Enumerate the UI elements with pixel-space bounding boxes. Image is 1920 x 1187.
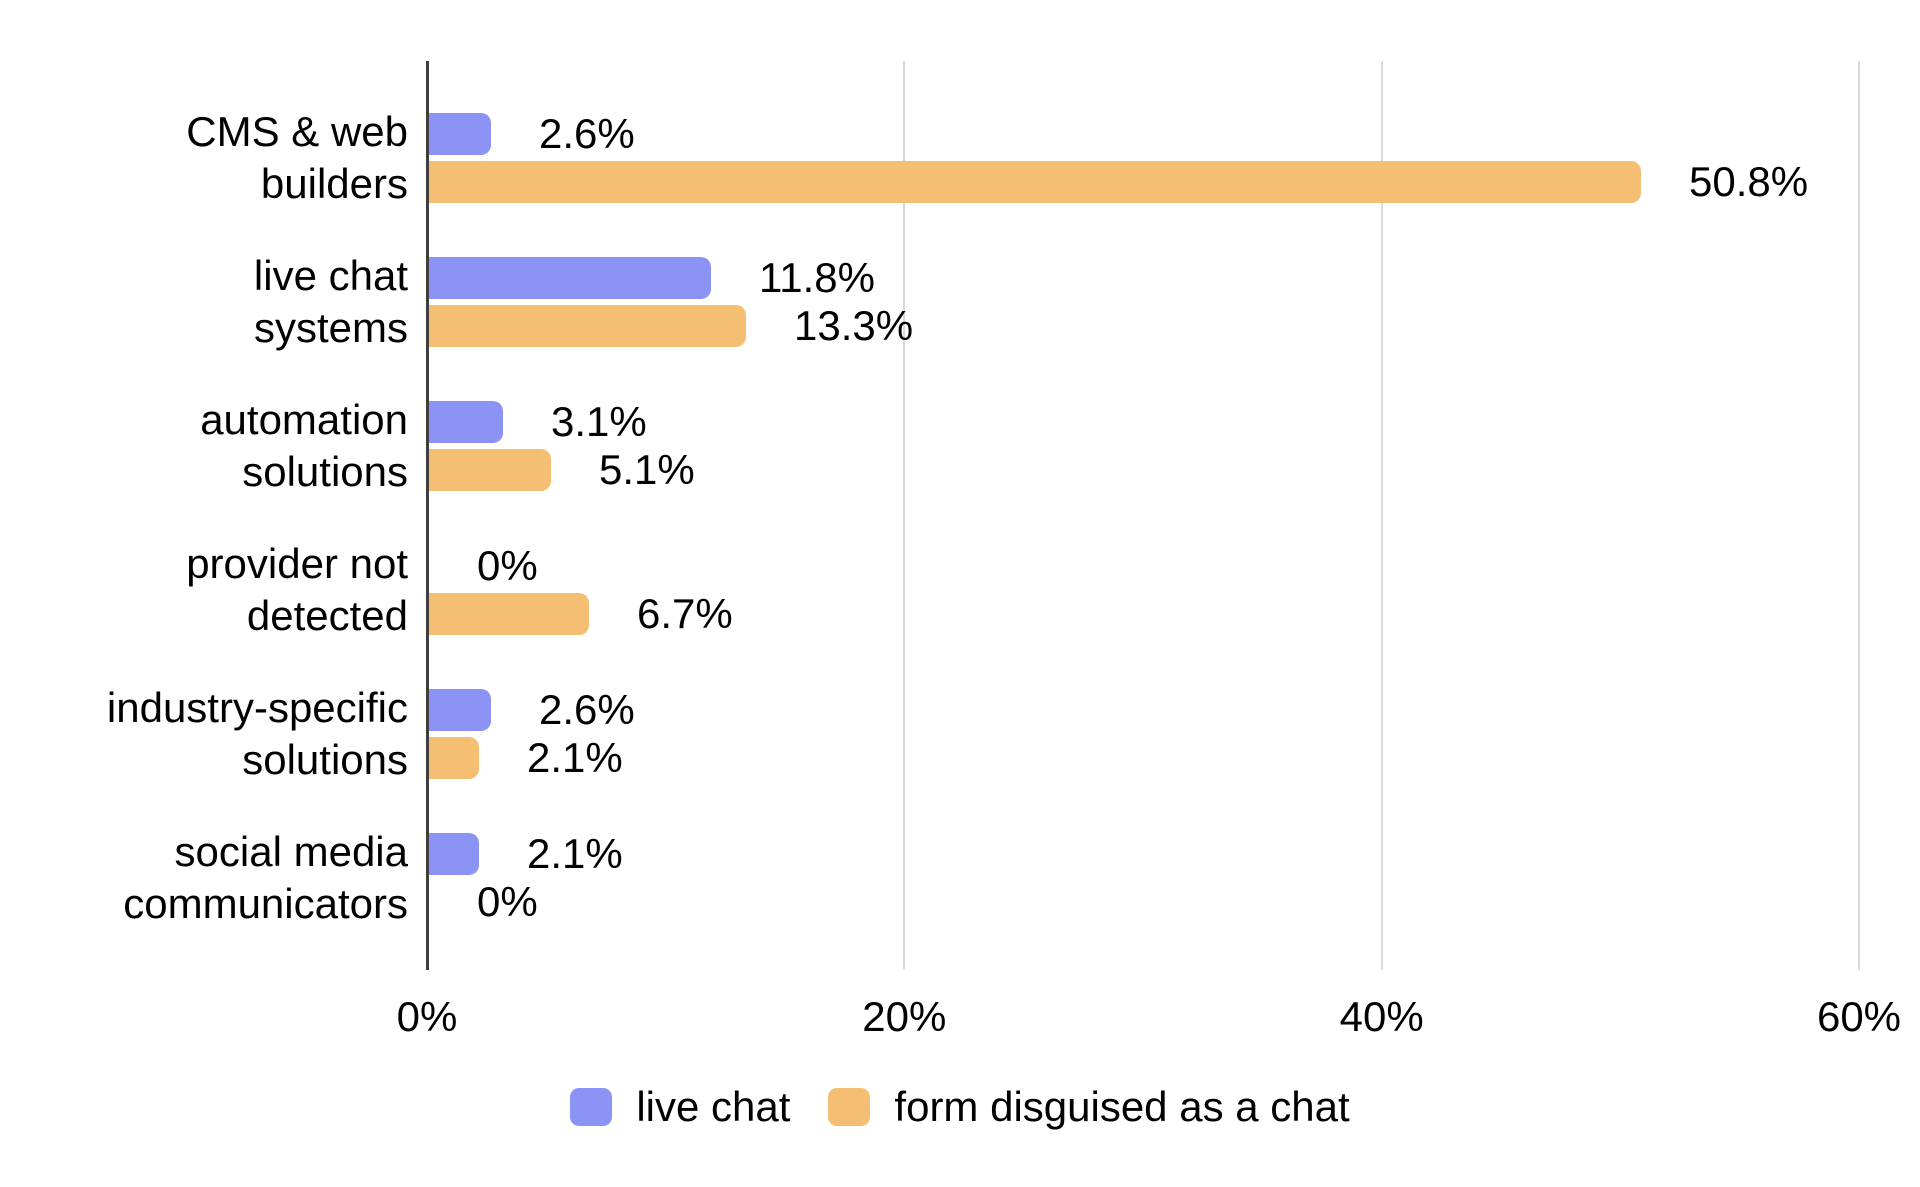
- category-label-line: provider not: [186, 540, 408, 587]
- value-label-live-chat-live-chat-systems: 11.8%: [759, 254, 875, 301]
- gridline-60: [1858, 61, 1860, 970]
- legend-swatch-live-chat: [570, 1088, 613, 1126]
- bar-form-disguised-as-a-chat-live-chat-systems: [429, 305, 746, 347]
- bar-live-chat-cms-web-builders: [429, 113, 491, 155]
- value-label-live-chat-social-media-communicators: 2.1%: [527, 830, 623, 877]
- legend-label-form-disguised-as-a-chat: form disguised as a chat: [894, 1083, 1350, 1130]
- legend-swatch-form-disguised-as-a-chat: [828, 1088, 871, 1126]
- legend-item-form-disguised-as-a-chat: form disguised as a chat: [828, 1083, 1350, 1130]
- value-label-form-disguised-as-a-chat-provider-not-detected: 6.7%: [637, 590, 733, 637]
- category-label-line: solutions: [242, 736, 408, 783]
- category-label-line: systems: [253, 304, 408, 351]
- category-label-line: solutions: [242, 448, 408, 495]
- bar-form-disguised-as-a-chat-cms-web-builders: [429, 161, 1641, 203]
- value-label-form-disguised-as-a-chat-industry-specific-solutions: 2.1%: [527, 734, 623, 781]
- category-label-line: builders: [260, 160, 408, 207]
- value-label-live-chat-cms-web-builders: 2.6%: [539, 110, 635, 157]
- value-label-form-disguised-as-a-chat-cms-web-builders: 50.8%: [1689, 158, 1809, 205]
- legend-item-live-chat: live chat: [570, 1085, 790, 1129]
- value-label-form-disguised-as-a-chat-automation-solutions: 5.1%: [599, 446, 695, 493]
- value-label-live-chat-provider-not-detected: 0%: [477, 542, 538, 589]
- gridline-20: [903, 61, 906, 970]
- bar-form-disguised-as-a-chat-industry-specific-solutions: [429, 737, 479, 779]
- y-axis-line: [425, 61, 429, 970]
- bar-live-chat-automation-solutions: [429, 401, 503, 443]
- x-tick-label-0: 0%: [396, 993, 458, 1040]
- bar-live-chat-live-chat-systems: [429, 257, 711, 299]
- value-label-live-chat-automation-solutions: 3.1%: [551, 398, 647, 445]
- bar-live-chat-social-media-communicators: [429, 833, 479, 875]
- x-tick-label-60: 60%: [1816, 993, 1902, 1040]
- bar-form-disguised-as-a-chat-provider-not-detected: [429, 593, 589, 635]
- value-label-form-disguised-as-a-chat-social-media-communicators: 0%: [477, 878, 538, 925]
- bar-live-chat-industry-specific-solutions: [429, 689, 491, 731]
- legend-label-live-chat: live chat: [636, 1083, 791, 1130]
- category-label-cms-web-builders: CMS & web builders: [0, 106, 408, 210]
- legend: live chat form disguised as a chat: [0, 1085, 1920, 1129]
- category-label-line: CMS & web: [186, 108, 408, 155]
- value-label-live-chat-industry-specific-solutions: 2.6%: [539, 686, 635, 733]
- gridline-40: [1380, 61, 1383, 970]
- category-label-line: social media: [174, 828, 408, 875]
- category-label-line: automation: [200, 396, 408, 443]
- category-label-live-chat-systems: live chat systems: [0, 250, 408, 354]
- category-label-line: detected: [246, 592, 408, 639]
- category-label-line: industry-specific: [106, 684, 408, 731]
- category-label-automation-solutions: automation solutions: [0, 394, 408, 498]
- category-label-line: communicators: [123, 880, 408, 927]
- category-label-social-media-communicators: social media communicators: [0, 826, 408, 930]
- value-label-form-disguised-as-a-chat-live-chat-systems: 13.3%: [794, 302, 914, 349]
- category-label-line: live chat: [253, 252, 408, 299]
- x-tick-label-20: 20%: [862, 993, 947, 1040]
- x-tick-label-40: 40%: [1339, 993, 1424, 1040]
- bar-form-disguised-as-a-chat-automation-solutions: [429, 449, 551, 491]
- category-label-industry-specific-solutions: industry-specific solutions: [0, 682, 408, 786]
- category-label-provider-not-detected: provider not detected: [0, 538, 408, 642]
